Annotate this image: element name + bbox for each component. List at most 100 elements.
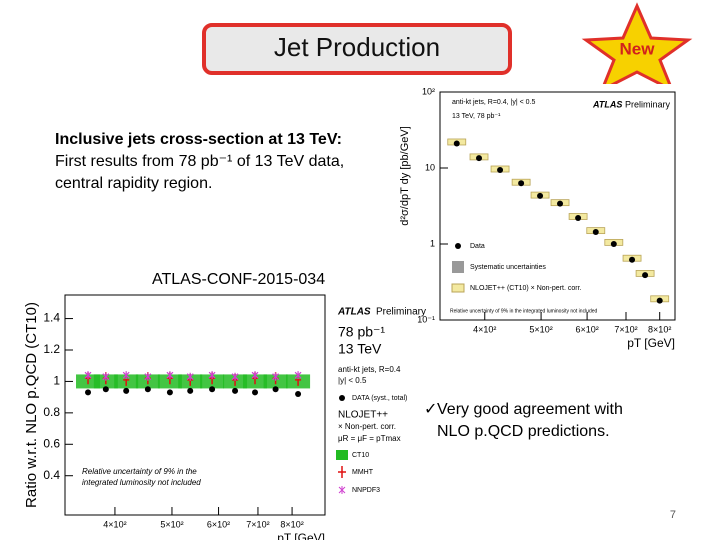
data-point <box>252 389 259 396</box>
reference: ATLAS-CONF-2015-034 <box>152 271 325 288</box>
data-point <box>629 256 636 263</box>
data-point <box>537 192 544 199</box>
data-point <box>209 386 216 393</box>
theory-star <box>208 371 216 380</box>
y-tick-label: 10⁻¹ <box>417 314 435 324</box>
legend-label: CT10 <box>352 452 369 459</box>
data-point <box>592 228 599 235</box>
theory-star <box>231 372 239 381</box>
annotation: anti-kt jets, R=0.4 <box>338 365 401 374</box>
y-tick-label: 0.4 <box>43 468 60 482</box>
slide-title: Jet Production <box>274 32 440 62</box>
data-point <box>642 272 649 279</box>
footnote: Relative uncertainty of 9% in the integr… <box>450 308 598 314</box>
legend-marker <box>338 466 346 478</box>
data-point <box>123 387 130 394</box>
data-point <box>476 155 483 162</box>
theory-star <box>102 372 110 381</box>
title-box <box>202 23 512 75</box>
annotation: |y| < 0.5 <box>338 376 367 385</box>
x-tick-label: 5×10² <box>529 324 552 334</box>
plot-frame <box>439 91 676 321</box>
check-mark: ✓ <box>424 401 437 418</box>
legend-label: Systematic uncertainties <box>470 264 546 271</box>
legend-label: DATA (syst., total) <box>352 395 407 402</box>
data-point <box>656 297 663 304</box>
theory-label: μR = μF = pTmax <box>338 434 401 443</box>
page-number: 7 <box>670 509 676 521</box>
y-tick-label: 0.6 <box>43 436 60 450</box>
y-tick-label: 10 <box>425 162 435 172</box>
description-line: central rapidity region. <box>55 175 212 192</box>
footnote: integrated luminosity not included <box>82 478 201 487</box>
data-point <box>166 389 173 396</box>
legend-marker <box>336 450 348 460</box>
annotation: 13 TeV <box>338 341 382 357</box>
x-tick-label: 6×10² <box>207 519 230 529</box>
upper-plot-area <box>392 84 682 356</box>
experiment-label: ATLAS <box>337 307 371 318</box>
theory-star <box>251 371 259 380</box>
x-axis-label: pT [GeV] <box>277 531 325 540</box>
y-tick-label: 1 <box>53 374 60 388</box>
data-point <box>518 180 525 187</box>
legend-label: Data <box>470 243 485 250</box>
legend-label: NLOJET++ (CT10) × Non-pert. corr. <box>470 285 582 292</box>
theory-star <box>272 372 280 381</box>
annotation: anti-kt jets, R=0.4, |y| < 0.5 <box>452 99 536 106</box>
status-label: Preliminary <box>625 99 671 109</box>
legend-marker <box>338 486 346 494</box>
theory-star <box>84 371 92 380</box>
data-point <box>232 387 239 394</box>
data-point <box>453 140 460 147</box>
x-tick-label: 4×10² <box>473 324 496 334</box>
theory-star <box>186 372 194 381</box>
description-heading: Inclusive jets cross-section at 13 TeV: <box>55 131 342 148</box>
data-point <box>575 214 582 221</box>
legend-marker <box>339 395 345 401</box>
annotation: 78 pb⁻¹ <box>338 324 385 340</box>
star-badge <box>581 2 693 94</box>
data-point <box>272 386 279 393</box>
theory-star <box>166 371 174 380</box>
theory-star <box>122 371 130 380</box>
x-tick-label: 5×10² <box>160 519 183 529</box>
data-point <box>295 391 302 397</box>
theory-star <box>294 371 302 380</box>
plot-frame <box>64 294 326 516</box>
data-point <box>85 389 92 396</box>
theory-star <box>144 372 152 381</box>
legend-marker <box>451 283 465 293</box>
y-tick-label: 10² <box>422 86 435 96</box>
theory-label: × Non-pert. corr. <box>338 422 396 431</box>
legend-label: NNPDF3 <box>352 487 380 494</box>
data-point <box>497 167 504 174</box>
y-axis-label: d²σ/dpT dy [pb/GeV] <box>399 126 411 226</box>
bullet-line: Very good agreement with <box>437 401 623 418</box>
x-tick-label: 7×10² <box>246 519 269 529</box>
data-point <box>144 386 151 393</box>
legend-label: MMHT <box>352 469 374 476</box>
x-tick-label: 8×10² <box>280 519 303 529</box>
y-tick-label: 1.4 <box>43 311 60 325</box>
y-axis-label: Ratio w.r.t. NLO p.QCD (CT10) <box>23 302 40 508</box>
x-tick-label: 8×10² <box>648 324 671 334</box>
bullet-line: NLO p.QCD predictions. <box>437 423 610 440</box>
data-point <box>102 386 109 393</box>
badge-text: New <box>620 39 656 58</box>
footnote: Relative uncertainty of 9% in the <box>82 467 197 476</box>
y-tick-label: 0.8 <box>43 405 60 419</box>
legend-marker <box>452 261 464 273</box>
x-tick-label: 7×10² <box>614 324 637 334</box>
data-point <box>557 200 564 207</box>
description-line: First results from 78 pb⁻¹ of 13 TeV dat… <box>55 153 344 170</box>
theory-label: NLOJET++ <box>338 410 388 421</box>
x-tick-label: 6×10² <box>575 324 598 334</box>
legend-marker <box>455 243 461 249</box>
data-point <box>187 387 194 394</box>
x-axis-label: pT [GeV] <box>627 336 675 350</box>
status-label: Preliminary <box>376 307 426 318</box>
data-point <box>610 241 617 247</box>
